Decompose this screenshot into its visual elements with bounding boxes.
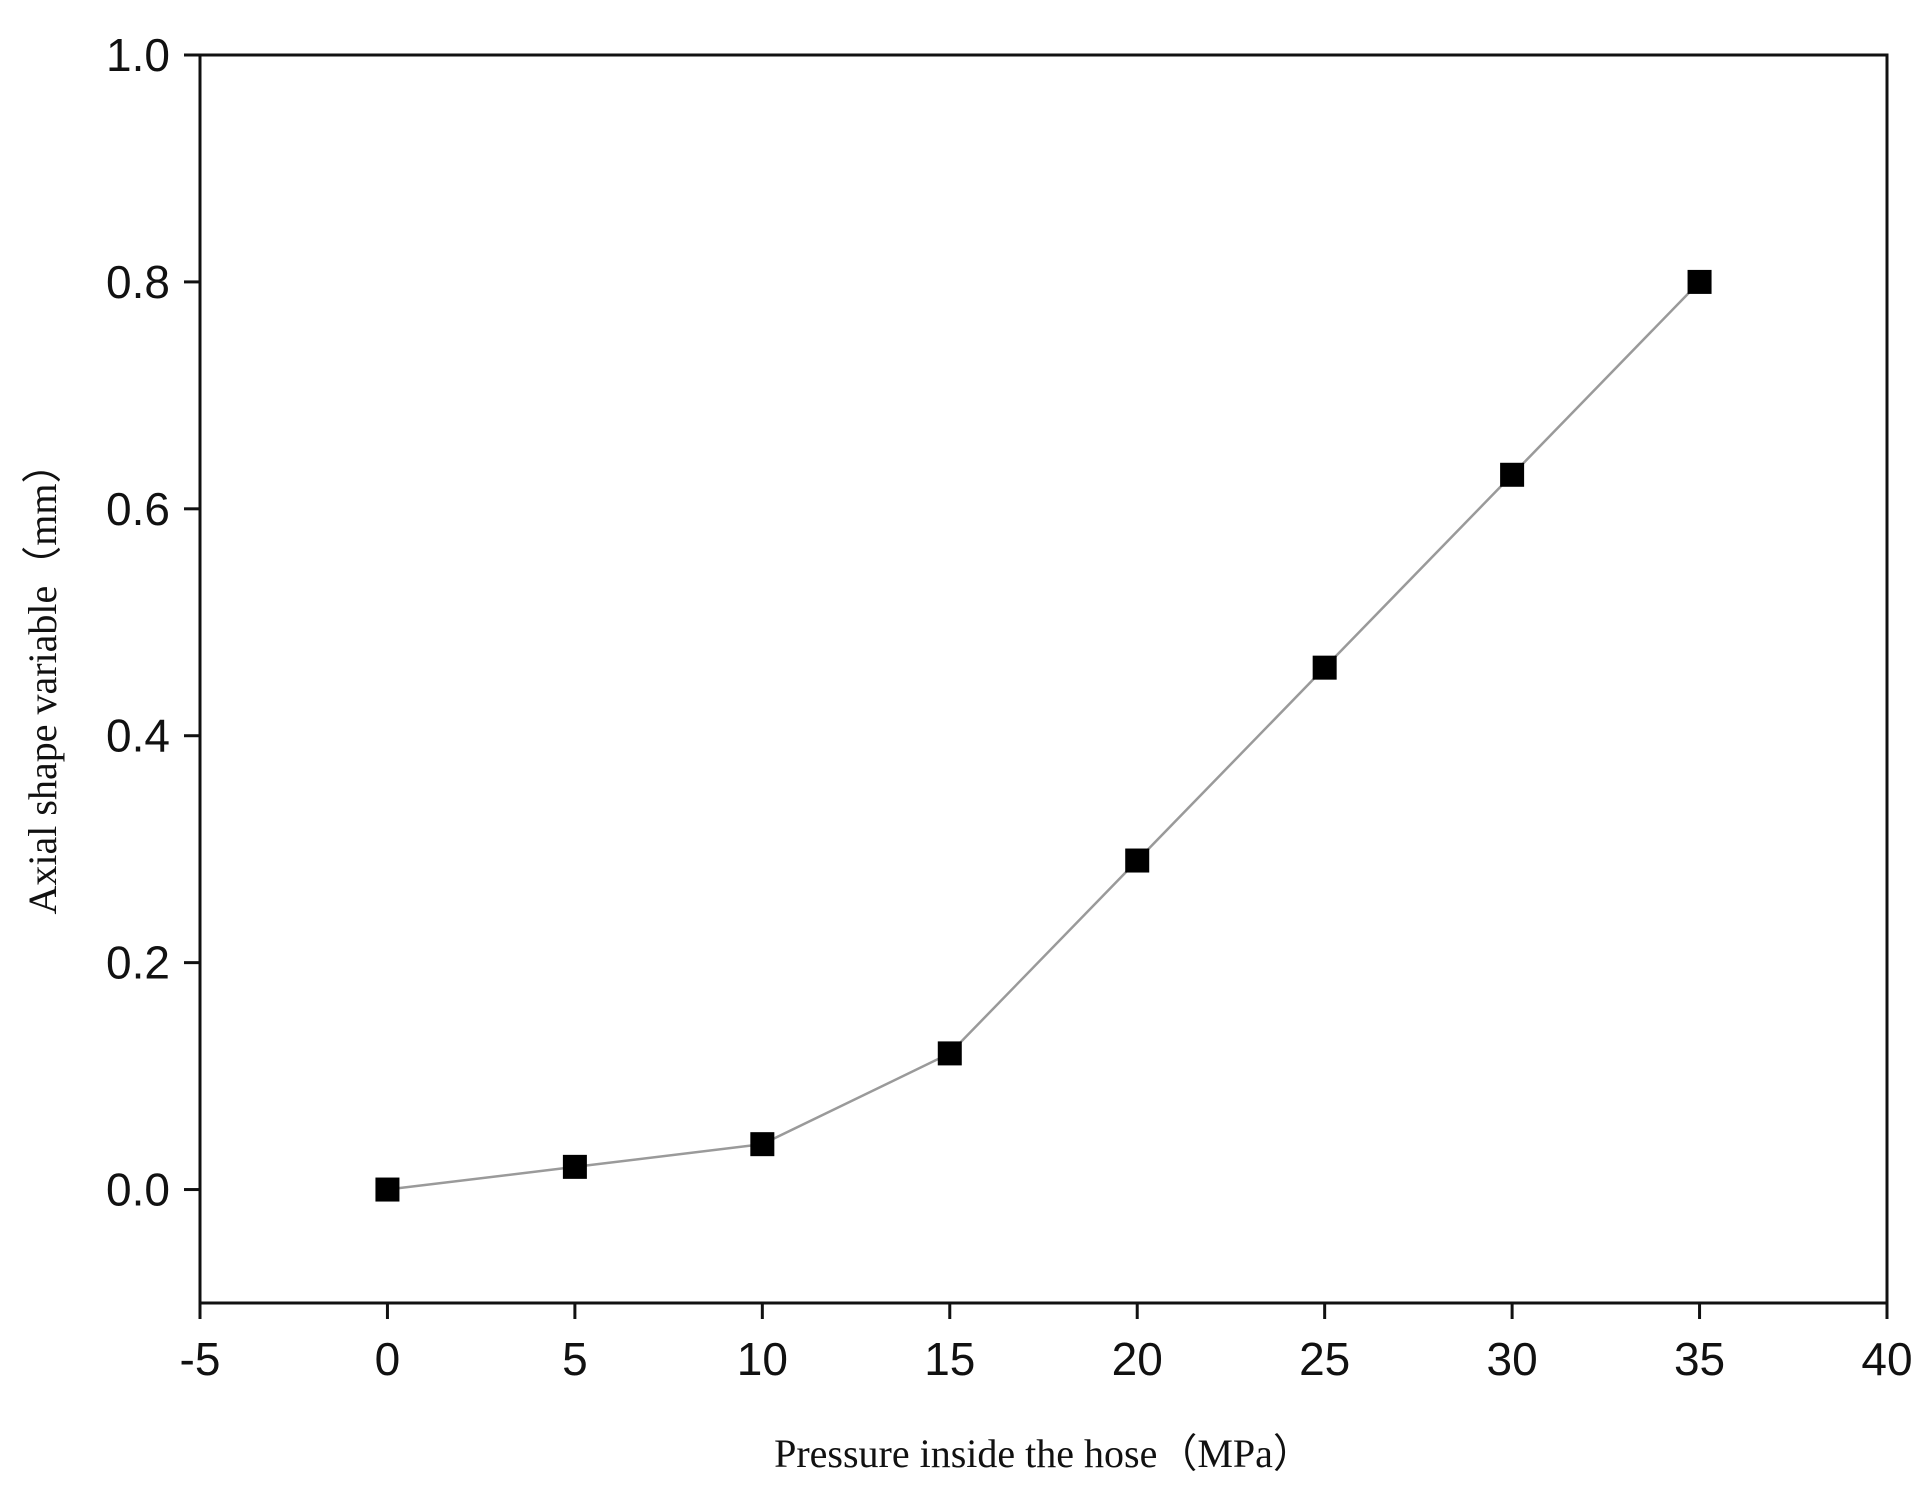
data-point xyxy=(562,1154,587,1179)
x-tick-label: 5 xyxy=(562,1333,588,1385)
data-point xyxy=(750,1132,775,1157)
y-tick-label: 0.6 xyxy=(106,483,170,535)
x-tick-label: 35 xyxy=(1674,1333,1725,1385)
y-axis-title: Axial shape variable（mm） xyxy=(20,444,65,915)
x-tick-label: 0 xyxy=(375,1333,401,1385)
x-tick-label: -5 xyxy=(180,1333,221,1385)
y-tick-label: 0.2 xyxy=(106,937,170,989)
plot-area: -5 0 5 10 15 20 25 30 35 40 0.0 0.2 0.4 0.6 0.8 1.0 xyxy=(106,29,1913,1385)
x-tick-label: 20 xyxy=(1112,1333,1163,1385)
series-line xyxy=(387,281,1701,1191)
data-point xyxy=(1125,848,1150,873)
x-tick-label: 30 xyxy=(1487,1333,1538,1385)
data-point xyxy=(1687,269,1712,294)
plot-frame xyxy=(198,53,1889,1305)
y-tick-label: 0.0 xyxy=(106,1164,170,1216)
x-tick-label: 40 xyxy=(1861,1333,1912,1385)
y-tick-label: 0.8 xyxy=(106,256,170,308)
data-point xyxy=(375,1177,400,1202)
y-tick-label: 1.0 xyxy=(106,29,170,81)
y-tick-label: 0.4 xyxy=(106,710,170,762)
data-point xyxy=(1312,655,1337,680)
x-tick-label: 10 xyxy=(737,1333,788,1385)
x-tick-label: 25 xyxy=(1299,1333,1350,1385)
x-tick-label: 15 xyxy=(924,1333,975,1385)
data-point xyxy=(1500,462,1525,487)
x-axis-title: Pressure inside the hose（MPa） xyxy=(774,1431,1313,1476)
data-point xyxy=(937,1041,962,1066)
